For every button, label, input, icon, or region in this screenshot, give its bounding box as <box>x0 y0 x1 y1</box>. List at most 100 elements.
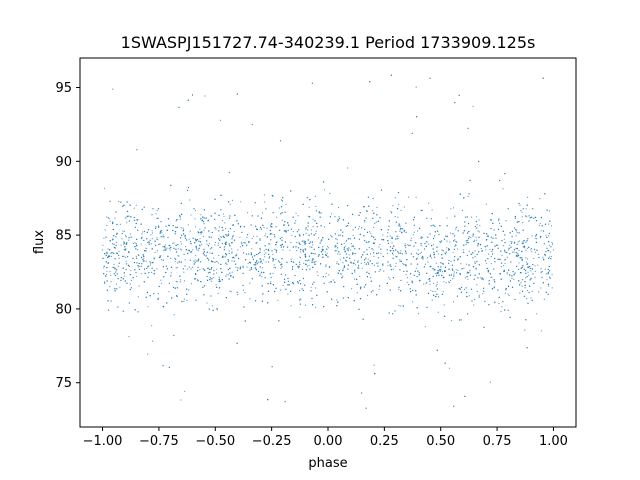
data-point <box>351 213 354 215</box>
data-point <box>237 223 239 225</box>
data-point <box>222 235 224 237</box>
data-point <box>480 248 482 250</box>
data-point <box>334 233 336 235</box>
data-point <box>313 248 315 250</box>
data-point <box>326 291 328 293</box>
data-point <box>530 270 532 272</box>
data-point <box>197 260 199 262</box>
data-point <box>222 229 224 231</box>
data-point <box>169 245 171 247</box>
data-point <box>320 240 322 242</box>
data-point <box>349 238 351 240</box>
data-point <box>357 261 359 263</box>
data-point <box>483 290 485 292</box>
data-point <box>275 251 278 253</box>
data-point <box>325 266 327 268</box>
data-point <box>415 196 417 198</box>
x-tick-label: −1.00 <box>83 434 123 449</box>
data-point <box>311 259 313 261</box>
data-point <box>362 318 364 320</box>
data-point <box>454 239 456 241</box>
data-point <box>358 226 360 228</box>
data-point <box>445 281 447 284</box>
data-point <box>365 217 367 219</box>
data-point <box>533 282 535 284</box>
data-point <box>379 269 381 271</box>
data-point <box>183 298 185 300</box>
data-point <box>511 275 513 277</box>
data-point <box>315 260 317 263</box>
data-point <box>203 229 205 231</box>
data-point <box>453 248 455 250</box>
data-point <box>190 243 192 245</box>
data-point <box>530 267 532 270</box>
data-point <box>392 254 394 256</box>
data-point <box>336 299 338 301</box>
data-point <box>481 250 483 252</box>
data-point <box>232 224 234 226</box>
data-point <box>370 291 372 293</box>
data-point <box>316 271 318 273</box>
data-point <box>153 273 155 275</box>
data-point <box>180 243 182 245</box>
data-point <box>143 206 145 208</box>
data-point <box>279 229 281 231</box>
data-point <box>167 255 169 257</box>
data-point <box>484 300 486 302</box>
data-point <box>342 269 344 272</box>
data-point <box>259 258 261 260</box>
data-point <box>154 251 156 253</box>
data-point <box>251 237 253 240</box>
data-point <box>297 281 299 283</box>
data-point <box>327 256 329 258</box>
data-point <box>390 210 392 213</box>
data-point <box>512 271 514 273</box>
data-point <box>232 256 234 258</box>
data-point <box>302 234 305 236</box>
data-point <box>417 253 419 255</box>
data-point <box>374 373 376 375</box>
data-point <box>390 269 392 271</box>
data-point <box>459 288 461 290</box>
data-point <box>372 249 374 251</box>
data-point <box>201 243 203 245</box>
data-point <box>410 253 412 255</box>
data-point <box>466 272 468 274</box>
data-point <box>242 265 244 267</box>
data-point <box>141 208 143 210</box>
data-point <box>190 268 192 270</box>
data-point <box>478 231 480 233</box>
data-point <box>458 94 460 96</box>
data-point <box>305 263 307 265</box>
data-point <box>398 305 400 307</box>
data-point <box>254 255 256 257</box>
data-point <box>295 212 297 214</box>
data-point <box>429 280 431 282</box>
data-point <box>194 238 196 240</box>
data-point <box>350 262 352 264</box>
data-point <box>484 246 486 248</box>
data-point <box>297 267 299 269</box>
data-point <box>251 248 253 250</box>
data-point <box>194 226 196 228</box>
data-point <box>106 273 108 275</box>
data-point <box>170 184 172 186</box>
data-point <box>467 313 469 315</box>
data-point <box>257 215 259 217</box>
data-point <box>452 251 454 253</box>
data-point <box>373 264 375 266</box>
data-point <box>349 249 352 251</box>
data-point <box>106 267 108 269</box>
data-point <box>258 261 260 263</box>
data-point <box>207 219 209 221</box>
data-point <box>344 245 346 247</box>
data-point <box>394 216 396 218</box>
data-point <box>137 311 139 313</box>
data-point <box>111 252 113 254</box>
data-point <box>246 266 248 268</box>
data-point <box>397 251 399 253</box>
data-point <box>534 265 536 267</box>
data-point <box>112 228 114 231</box>
data-point <box>444 266 447 268</box>
data-point <box>130 216 132 218</box>
